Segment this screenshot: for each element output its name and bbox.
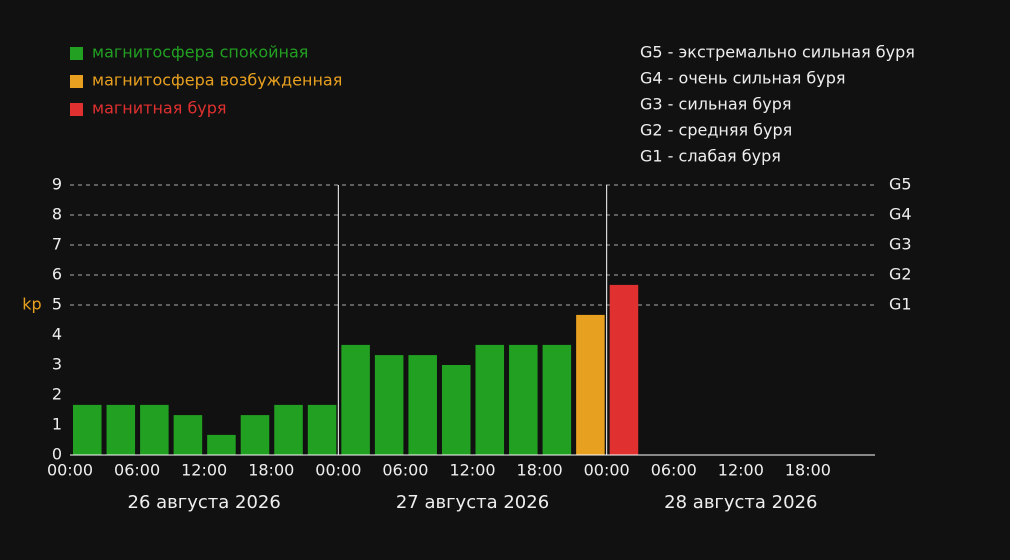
g-level-label: G4: [889, 205, 912, 224]
y-axis-label: kp: [22, 295, 41, 314]
bar: [240, 415, 270, 455]
y-tick-label: 1: [52, 415, 62, 434]
bar: [509, 344, 538, 455]
bar: [374, 355, 404, 455]
day-label: 26 августа 2026: [128, 492, 281, 513]
bar: [307, 404, 337, 455]
y-tick-label: 5: [52, 295, 62, 314]
scale-legend-item: G5 - экстремально сильная буря: [640, 43, 915, 62]
bar: [73, 404, 102, 455]
y-tick-label: 3: [52, 355, 62, 374]
x-tick-label: 18:00: [785, 461, 831, 480]
x-tick-label: 06:00: [114, 461, 160, 480]
day-label: 28 августа 2026: [664, 492, 817, 513]
bar: [441, 365, 471, 455]
x-tick-label: 06:00: [382, 461, 428, 480]
x-tick-label: 18:00: [517, 461, 563, 480]
x-tick-label: 06:00: [651, 461, 697, 480]
x-tick-label: 00:00: [315, 461, 361, 480]
legend-label: магнитосфера возбужденная: [92, 71, 342, 90]
bar: [106, 404, 136, 455]
x-tick-label: 12:00: [718, 461, 764, 480]
bar: [609, 284, 639, 455]
bar: [274, 404, 303, 455]
g-level-label: G5: [889, 175, 912, 194]
day-label: 27 августа 2026: [396, 492, 549, 513]
y-tick-label: 2: [52, 385, 62, 404]
g-level-label: G2: [889, 265, 912, 284]
y-tick-label: 4: [52, 325, 62, 344]
y-tick-label: 7: [52, 235, 62, 254]
y-tick-label: 8: [52, 205, 62, 224]
legend-label: магнитосфера спокойная: [92, 43, 308, 62]
bar: [207, 434, 236, 455]
scale-legend-item: G1 - слабая буря: [640, 147, 781, 166]
bar: [140, 404, 169, 455]
bar: [475, 344, 505, 455]
bar: [173, 415, 203, 455]
x-tick-label: 12:00: [449, 461, 495, 480]
x-tick-label: 18:00: [248, 461, 294, 480]
g-level-label: G3: [889, 235, 912, 254]
legend-label: магнитная буря: [92, 99, 227, 118]
bar: [341, 344, 370, 455]
y-tick-label: 9: [52, 175, 62, 194]
y-tick-label: 0: [52, 445, 62, 464]
bar: [576, 314, 605, 455]
scale-legend-item: G3 - сильная буря: [640, 95, 791, 114]
y-tick-label: 6: [52, 265, 62, 284]
bar: [542, 344, 572, 455]
x-tick-label: 00:00: [47, 461, 93, 480]
x-tick-label: 00:00: [584, 461, 630, 480]
scale-legend-item: G2 - средняя буря: [640, 121, 792, 140]
scale-legend-item: G4 - очень сильная буря: [640, 69, 846, 88]
g-level-label: G1: [889, 295, 912, 314]
legend-swatch: [70, 47, 83, 60]
x-tick-label: 12:00: [181, 461, 227, 480]
legend-swatch: [70, 103, 83, 116]
legend-swatch: [70, 75, 83, 88]
bar: [408, 355, 437, 455]
